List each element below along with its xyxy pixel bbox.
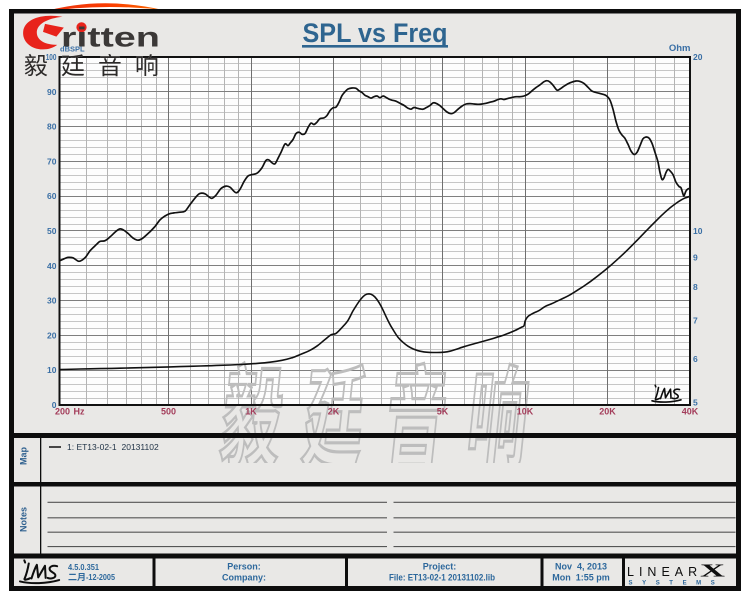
svg-text:20K: 20K (599, 406, 616, 416)
svg-text:LINEAR: LINEAR (627, 565, 702, 579)
svg-text:10K: 10K (517, 406, 534, 416)
svg-text:6: 6 (693, 354, 698, 364)
svg-text:Nov 4, 2013: Nov 4, 2013 (555, 561, 607, 571)
svg-text:40K: 40K (682, 406, 699, 416)
svg-text:-12-2005: -12-2005 (86, 573, 115, 582)
svg-text:Hz: Hz (74, 406, 85, 416)
svg-text:Notes: Notes (19, 507, 29, 532)
svg-text:30: 30 (47, 296, 57, 306)
svg-text:8: 8 (693, 282, 698, 292)
svg-text:9: 9 (693, 252, 698, 262)
svg-text:SPL vs Freq: SPL vs Freq (303, 18, 448, 48)
svg-text:90: 90 (47, 87, 57, 97)
svg-text:0: 0 (52, 400, 57, 410)
svg-text:2K: 2K (328, 406, 340, 416)
svg-text:Map: Map (19, 446, 29, 465)
svg-text:Person:: Person: (227, 561, 261, 571)
svg-text:80: 80 (47, 122, 57, 132)
svg-text:40: 40 (47, 261, 57, 271)
svg-text:ritten: ritten (61, 22, 160, 53)
svg-text:70: 70 (47, 156, 57, 166)
svg-text:7: 7 (693, 316, 698, 326)
svg-text:Company:: Company: (222, 572, 266, 582)
svg-text:X: X (700, 561, 725, 581)
svg-text:50: 50 (47, 226, 57, 236)
svg-text:5: 5 (693, 398, 698, 408)
svg-text:Mon 1:55 pm: Mon 1:55 pm (552, 572, 610, 582)
svg-text:100: 100 (46, 52, 57, 62)
svg-text:10: 10 (693, 226, 703, 236)
svg-text:5K: 5K (437, 406, 449, 416)
svg-text:20: 20 (47, 330, 57, 340)
svg-text:Ohm: Ohm (669, 43, 691, 54)
svg-text:4.5.0.351: 4.5.0.351 (68, 563, 99, 572)
svg-text:File: ET13-02-1 20131102.lib: File: ET13-02-1 20131102.lib (389, 572, 495, 582)
svg-text:SYSTEMS: SYSTEMS (629, 580, 725, 586)
svg-text:10: 10 (47, 365, 57, 375)
svg-text:1: ET13-02-1: 1: ET13-02-1 (67, 442, 117, 452)
svg-text:200: 200 (55, 406, 70, 416)
svg-text:60: 60 (47, 191, 57, 201)
svg-text:1K: 1K (245, 406, 257, 416)
svg-text:20131102: 20131102 (122, 442, 159, 452)
svg-text:dBSPL: dBSPL (60, 44, 85, 53)
svg-text:20: 20 (693, 52, 703, 62)
svg-text:500: 500 (161, 406, 176, 416)
svg-text:Project:: Project: (423, 561, 457, 571)
